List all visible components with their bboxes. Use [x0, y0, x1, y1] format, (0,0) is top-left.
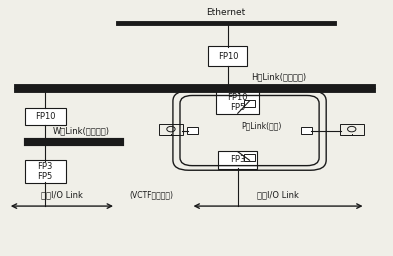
Text: FP10: FP10: [35, 112, 55, 121]
FancyBboxPatch shape: [187, 127, 198, 134]
FancyBboxPatch shape: [244, 100, 255, 107]
FancyBboxPatch shape: [216, 91, 259, 114]
Text: 远程I/O Link: 远程I/O Link: [257, 191, 299, 200]
Text: Ethernet: Ethernet: [206, 8, 246, 17]
Text: FP3: FP3: [230, 155, 246, 165]
FancyBboxPatch shape: [25, 108, 66, 125]
Text: FP10: FP10: [228, 93, 248, 102]
FancyBboxPatch shape: [301, 127, 312, 134]
Text: H－Link(同轴电缆): H－Link(同轴电缆): [252, 72, 307, 81]
FancyBboxPatch shape: [244, 154, 255, 161]
Text: FP3: FP3: [37, 162, 53, 172]
Text: FP5: FP5: [38, 172, 53, 181]
Text: W－Link(双者接线): W－Link(双者接线): [53, 127, 110, 136]
Text: 局部I/O Link: 局部I/O Link: [41, 191, 83, 200]
Text: FP5: FP5: [230, 102, 245, 112]
FancyBboxPatch shape: [25, 160, 66, 183]
Text: P－Link(光缆): P－Link(光缆): [241, 121, 281, 130]
Text: FP10: FP10: [218, 52, 238, 61]
FancyBboxPatch shape: [208, 46, 248, 66]
Text: (VCTF双绕电缆): (VCTF双绕电缆): [129, 191, 173, 200]
FancyBboxPatch shape: [219, 151, 257, 169]
